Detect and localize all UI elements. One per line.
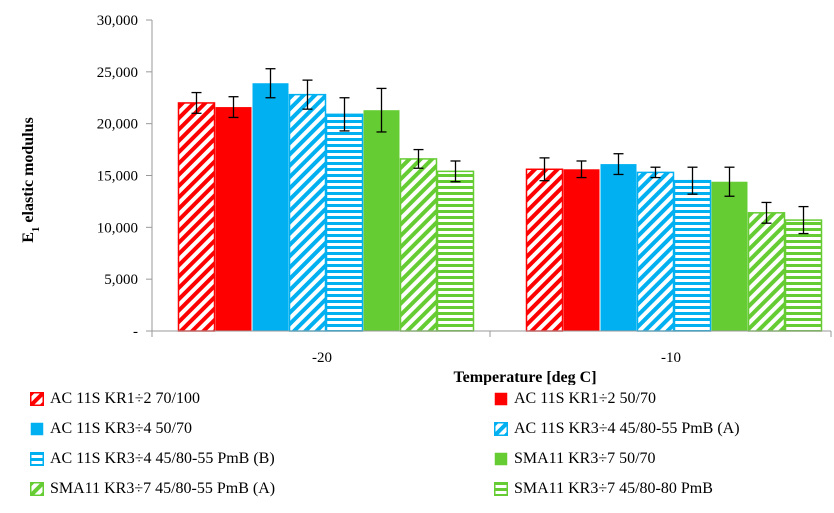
error-bar xyxy=(798,205,809,235)
x-tick-label: -10 xyxy=(661,350,681,366)
legend-label: AC 11S KR3÷4 45/80-55 PmB (A) xyxy=(514,420,740,437)
error-bar xyxy=(613,153,624,176)
legend-swatch xyxy=(30,452,44,466)
bar xyxy=(784,219,823,332)
y-axis-title: E1 elastic modulus xyxy=(20,117,42,243)
legend-swatch xyxy=(494,392,508,406)
error-bar xyxy=(650,166,661,179)
legend-label: AC 11S KR3÷4 50/70 xyxy=(50,420,192,437)
legend-item: AC 11S KR3÷4 50/70 xyxy=(30,418,192,440)
bar xyxy=(436,170,475,332)
error-bar xyxy=(576,160,587,179)
error-bar xyxy=(450,160,461,183)
bar xyxy=(600,164,637,331)
error-bar xyxy=(339,97,350,132)
legend-swatch xyxy=(30,392,44,406)
bar xyxy=(177,102,216,332)
legend-label: AC 11S KR1÷2 50/70 xyxy=(514,390,656,407)
legend-label: AC 11S KR3÷4 45/80-55 PmB (B) xyxy=(50,450,275,467)
bar xyxy=(636,171,675,332)
legend-item: SMA11 KR3÷7 50/70 xyxy=(494,448,656,470)
bar xyxy=(563,169,600,331)
bar-chart: - 5,000 10,000 15,000 20,000 25,000 30,000 -20… xyxy=(20,13,832,385)
legend-swatch xyxy=(494,422,508,436)
legend-label: SMA11 KR3÷7 45/80-80 PmB xyxy=(514,480,713,497)
error-bar xyxy=(191,91,202,114)
error-bars xyxy=(191,68,809,235)
bar xyxy=(252,83,289,331)
legend-swatch xyxy=(494,482,508,496)
error-bar xyxy=(761,201,772,224)
error-bar xyxy=(302,79,313,110)
legend-item: SMA11 KR3÷7 45/80-55 PmB (A) xyxy=(30,478,275,500)
y-axis-ticks: - 5,000 10,000 15,000 20,000 25,000 30,000 xyxy=(97,13,152,340)
y-tick-label: 25,000 xyxy=(97,65,138,81)
x-tick-label: -20 xyxy=(312,350,332,366)
bar xyxy=(747,212,786,332)
error-bar xyxy=(724,166,735,197)
error-bar xyxy=(376,87,387,133)
y-tick-label: - xyxy=(133,324,138,340)
bar xyxy=(525,168,564,332)
legend-swatch xyxy=(494,452,508,466)
legend-item: AC 11S KR1÷2 70/100 xyxy=(30,388,200,410)
error-bar xyxy=(265,68,276,99)
bar xyxy=(673,179,712,332)
legend-label: AC 11S KR1÷2 70/100 xyxy=(50,390,200,407)
error-bar xyxy=(687,166,698,195)
legend-label: SMA11 KR3÷7 50/70 xyxy=(514,450,656,467)
y-tick-label: 10,000 xyxy=(97,220,138,236)
y-tick-label: 15,000 xyxy=(97,169,138,185)
bars xyxy=(177,83,823,332)
y-tick-label: 30,000 xyxy=(97,13,138,29)
legend-item: AC 11S KR1÷2 50/70 xyxy=(494,388,656,410)
bar xyxy=(325,113,364,332)
x-axis-ticks: -20 -10 xyxy=(312,331,681,366)
legend-item: AC 11S KR3÷4 45/80-55 PmB (A) xyxy=(494,418,740,440)
legend-item: AC 11S KR3÷4 45/80-55 PmB (B) xyxy=(30,448,275,470)
legend-swatch xyxy=(30,422,44,436)
legend-swatch xyxy=(30,482,44,496)
legend-label: SMA11 KR3÷7 45/80-55 PmB (A) xyxy=(50,480,276,497)
y-tick-label: 5,000 xyxy=(104,272,138,288)
legend-item: SMA11 KR3÷7 45/80-80 PmB xyxy=(494,478,713,500)
bar xyxy=(288,93,327,332)
bar xyxy=(363,110,400,331)
error-bar xyxy=(539,157,550,182)
bar xyxy=(215,107,252,331)
bar xyxy=(399,158,438,332)
error-bar xyxy=(413,148,424,169)
x-axis-title: Temperature [deg C] xyxy=(453,369,596,385)
y-tick-label: 20,000 xyxy=(97,117,138,133)
error-bar xyxy=(228,96,239,119)
bar xyxy=(711,181,748,331)
